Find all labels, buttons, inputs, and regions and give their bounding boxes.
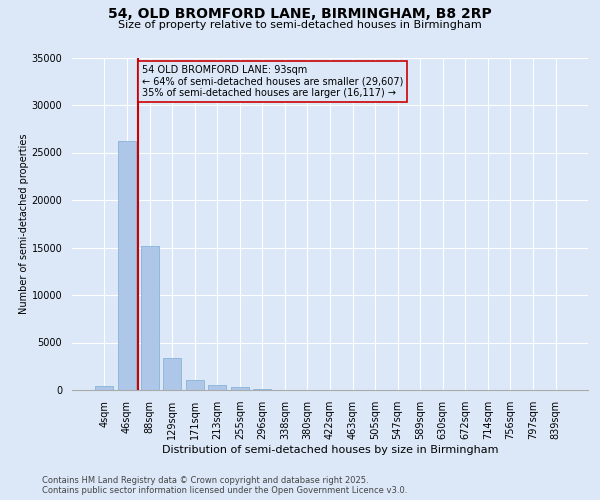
Bar	[208, 385, 226, 390]
Text: Size of property relative to semi-detached houses in Birmingham: Size of property relative to semi-detach…	[118, 20, 482, 30]
Bar	[231, 387, 249, 390]
Bar	[253, 389, 271, 390]
X-axis label: Distribution of semi-detached houses by size in Birmingham: Distribution of semi-detached houses by …	[162, 445, 498, 455]
Text: 54 OLD BROMFORD LANE: 93sqm
← 64% of semi-detached houses are smaller (29,607)
3: 54 OLD BROMFORD LANE: 93sqm ← 64% of sem…	[142, 65, 403, 98]
Text: 54, OLD BROMFORD LANE, BIRMINGHAM, B8 2RP: 54, OLD BROMFORD LANE, BIRMINGHAM, B8 2R…	[108, 8, 492, 22]
Bar	[95, 386, 113, 390]
Bar	[118, 141, 136, 390]
Bar	[185, 380, 204, 390]
Bar	[163, 358, 181, 390]
Y-axis label: Number of semi-detached properties: Number of semi-detached properties	[19, 134, 29, 314]
Text: Contains HM Land Registry data © Crown copyright and database right 2025.
Contai: Contains HM Land Registry data © Crown c…	[42, 476, 407, 495]
Bar	[140, 246, 158, 390]
